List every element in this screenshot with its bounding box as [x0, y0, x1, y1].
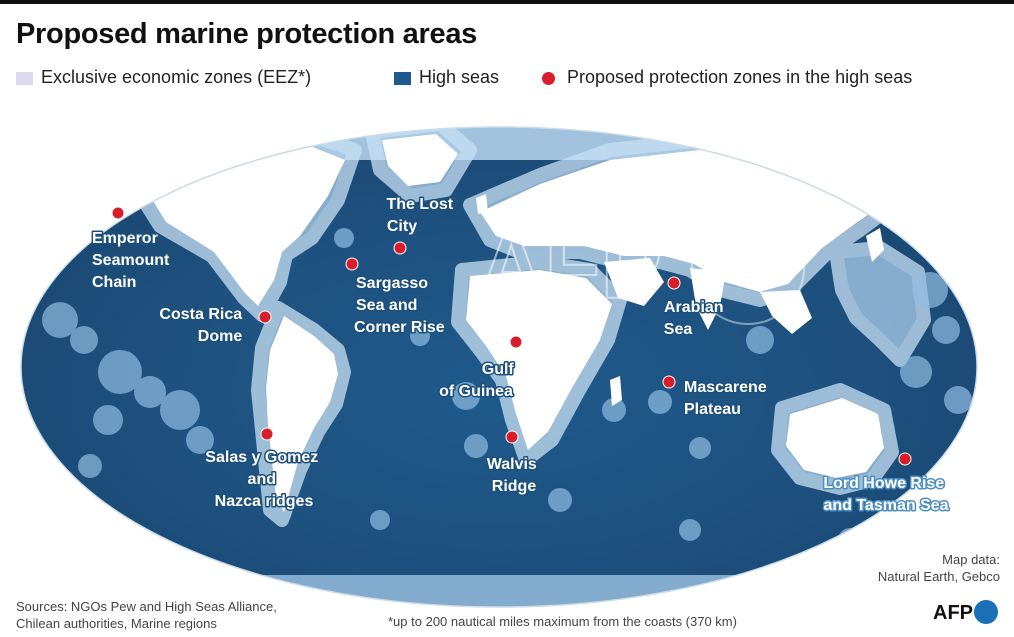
land-greenland — [382, 134, 458, 186]
afp-watermark-circle — [691, 211, 805, 325]
label-gulf-guinea: Gulf of Guinea — [439, 361, 518, 400]
marker-lost-city — [393, 241, 407, 255]
land-madagascar — [610, 376, 622, 406]
marker-mascarene — [662, 375, 676, 389]
arctic-eez — [21, 127, 977, 160]
label-emperor: Emperor Seamount Chain — [92, 230, 174, 291]
eez-swatch — [16, 71, 33, 85]
afp-watermark: AFP — [478, 216, 662, 318]
legend-item-high-seas: High seas — [394, 64, 499, 90]
footnote: *up to 200 nautical miles maximum from t… — [388, 614, 737, 629]
label-lost-city: The Lost City — [386, 196, 457, 235]
label-arabian: Arabian Sea — [664, 299, 728, 338]
afp-logo: AFP — [933, 600, 998, 626]
afp-logo-dot-icon — [974, 600, 998, 625]
map-data-credit: Map data: Natural Earth, Gebco — [878, 551, 1000, 585]
label-lord-howe: Lord Howe Rise and Tasman Sea — [823, 475, 948, 514]
map-data-line-2: Natural Earth, Gebco — [877, 569, 1000, 584]
marker-costa-rica — [258, 310, 272, 324]
marker-gulf-guinea — [509, 335, 523, 349]
legend: Exclusive economic zones (EEZ*) High sea… — [16, 64, 1006, 90]
land-india — [690, 268, 726, 330]
legend-item-eez: Exclusive economic zones (EEZ*) — [16, 64, 311, 90]
zone-labels: Emperor Seamount Chain Costa Rica Dome T… — [91, 195, 951, 516]
globe-outline — [20, 126, 978, 608]
map-data-line-1: Map data: — [942, 552, 1000, 567]
label-costa-rica: Costa Rica Dome — [159, 306, 246, 345]
marker-walvis — [505, 430, 519, 444]
legend-label-proposed: Proposed protection zones in the high se… — [567, 67, 913, 87]
land-africa — [466, 270, 612, 450]
legend-label-high-seas: High seas — [419, 67, 500, 87]
land-southeast-asia — [760, 290, 812, 334]
label-mascarene: Mascarene Plateau — [684, 379, 771, 418]
marker-salas — [260, 427, 274, 441]
land-japan — [866, 228, 884, 262]
land-arabia — [604, 258, 664, 306]
sources-line-2: Chilean authorities, Marine regions — [16, 616, 217, 631]
label-sargasso: Sargasso Sea and Corner Rise — [354, 275, 445, 336]
label-walvis: Walvis Ridge — [487, 456, 542, 495]
marker-lord-howe — [898, 452, 912, 466]
land-australia — [786, 398, 884, 478]
marker-arabian — [667, 276, 681, 290]
proposed-zone-markers — [111, 206, 912, 466]
afp-logo-text: AFP — [933, 602, 973, 624]
high-seas-swatch — [394, 71, 411, 85]
marker-sargasso — [345, 257, 359, 271]
legend-item-proposed: Proposed protection zones in the high se… — [542, 64, 912, 90]
land-uk — [476, 194, 488, 214]
legend-label-eez: Exclusive economic zones (EEZ*) — [41, 67, 312, 87]
label-salas: Salas y Gomez and Nazca ridges — [205, 449, 322, 510]
top-rule — [0, 0, 1014, 4]
land-eurasia — [480, 150, 886, 292]
land-south-america — [266, 316, 338, 512]
marker-emperor — [111, 206, 125, 220]
map-title: Proposed marine protection areas — [16, 18, 477, 50]
sources-line-1: Sources: NGOs Pew and High Seas Alliance… — [16, 599, 277, 614]
proposed-swatch — [542, 71, 555, 85]
sources: Sources: NGOs Pew and High Seas Alliance… — [16, 598, 277, 632]
